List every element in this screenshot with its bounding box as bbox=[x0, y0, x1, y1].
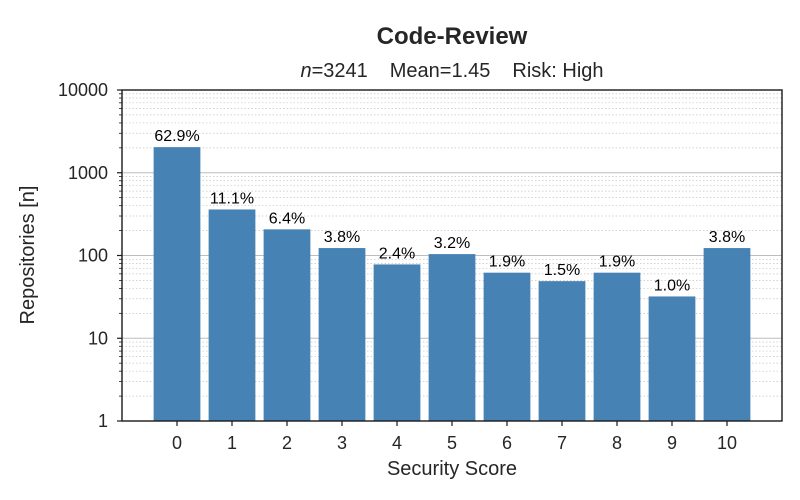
subtitle-mean: Mean=1.45 bbox=[390, 60, 491, 82]
chart-subtitle: n=3241 Mean=1.45 Risk: High bbox=[300, 60, 603, 82]
x-tick-label: 1 bbox=[227, 433, 237, 453]
x-tick-label: 0 bbox=[172, 433, 182, 453]
data-label-6: 1.9% bbox=[489, 254, 525, 271]
data-label-2: 6.4% bbox=[269, 210, 305, 227]
bar-9 bbox=[648, 296, 696, 421]
data-label-0: 62.9% bbox=[154, 128, 199, 145]
bar-10 bbox=[703, 248, 751, 421]
bar-2 bbox=[263, 229, 311, 421]
data-label-9: 1.0% bbox=[654, 277, 690, 294]
subtitle-n-label: n bbox=[300, 60, 311, 82]
x-tick-label: 9 bbox=[667, 433, 677, 453]
x-tick-label: 5 bbox=[447, 433, 457, 453]
data-label-1: 11.1% bbox=[210, 190, 254, 207]
subtitle-risk: Risk: High bbox=[512, 60, 603, 82]
x-axis-label: Security Score bbox=[387, 458, 517, 480]
bar-3 bbox=[318, 248, 366, 421]
bar-7 bbox=[538, 281, 586, 421]
x-tick-label: 4 bbox=[392, 433, 402, 453]
chart-title: Code-Review bbox=[377, 23, 528, 50]
x-axis: 0 1 2 3 4 5 6 7 8 9 10 bbox=[172, 421, 737, 453]
bar-1 bbox=[208, 209, 256, 421]
data-label-10: 3.8% bbox=[709, 229, 745, 246]
y-tick-label: 10000 bbox=[58, 80, 108, 100]
x-tick-label: 7 bbox=[557, 433, 567, 453]
y-tick-label: 10 bbox=[88, 328, 108, 348]
y-axis: 1 10 100 1000 10000 bbox=[58, 80, 122, 431]
x-tick-label: 2 bbox=[282, 433, 292, 453]
data-labels: 62.9% 11.1% 6.4% 3.8% 2.4% 3.2% 1.9% 1.5% 1.9% 1.… bbox=[154, 128, 745, 294]
x-tick-label: 8 bbox=[612, 433, 622, 453]
data-label-7: 1.5% bbox=[544, 262, 580, 279]
bar-6 bbox=[483, 272, 531, 421]
bar-8 bbox=[593, 272, 641, 421]
bar-5 bbox=[428, 254, 476, 421]
subtitle-n-value: =3241 bbox=[312, 60, 368, 82]
y-tick-label: 1 bbox=[98, 411, 108, 431]
x-tick-label: 3 bbox=[337, 433, 347, 453]
bars bbox=[153, 147, 751, 421]
data-label-3: 3.8% bbox=[324, 229, 360, 246]
x-tick-label: 6 bbox=[502, 433, 512, 453]
y-tick-label: 1000 bbox=[68, 163, 108, 183]
data-label-5: 3.2% bbox=[434, 235, 470, 252]
bar-0 bbox=[153, 147, 201, 421]
y-axis-label: Repositories [n] bbox=[17, 186, 39, 325]
x-tick-label: 10 bbox=[717, 433, 737, 453]
y-tick-label: 100 bbox=[78, 246, 108, 266]
data-label-4: 2.4% bbox=[379, 245, 415, 262]
data-label-8: 1.9% bbox=[599, 254, 635, 271]
bar-4 bbox=[373, 264, 421, 421]
